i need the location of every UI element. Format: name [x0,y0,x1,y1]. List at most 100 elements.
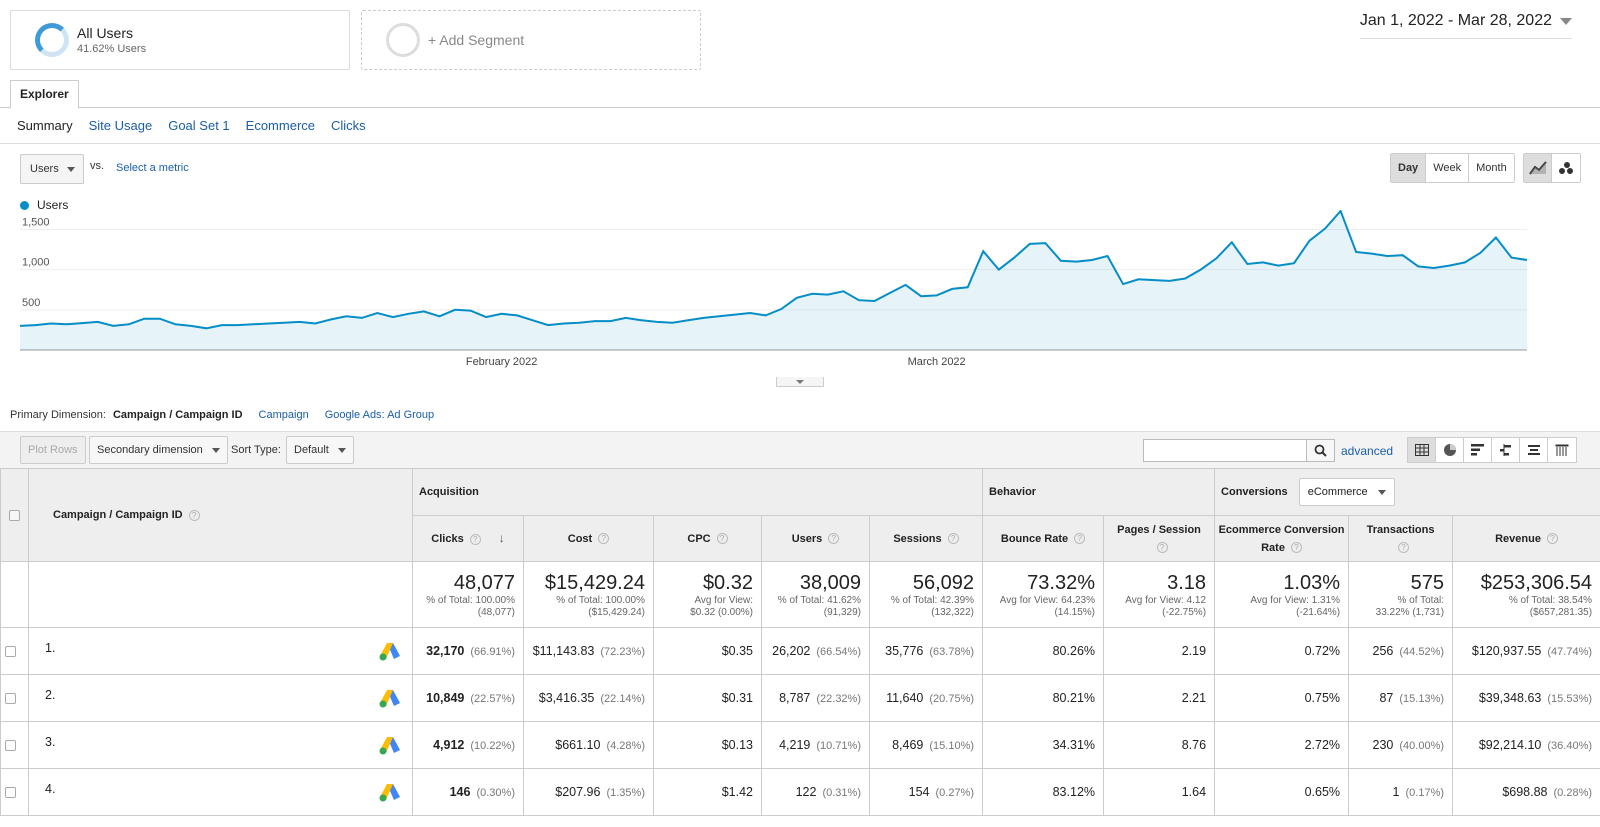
help-icon[interactable]: ? [598,533,610,545]
row-dimension-cell: 1. [28,627,413,675]
row-checkbox[interactable] [5,786,16,798]
performance-view-icon[interactable] [1464,438,1492,462]
select-metric-link[interactable]: Select a metric [116,162,189,174]
google-ads-icon [379,690,400,708]
conversions-dropdown[interactable]: eCommerce [1298,478,1395,506]
sort-down-icon: ↓ [498,531,505,545]
row-revenue: $92,214.10 (36.40%) [1452,721,1600,769]
total-cost: $15,429.24% of Total: 100.00% ($15,429.24… [523,561,654,628]
primary-dimension-bar: Primary Dimension: Campaign / Campaign I… [10,409,434,421]
row-transactions: 1 (0.17%) [1348,768,1454,816]
row-clicks: 4,912 (10.22%) [412,721,524,769]
subtab-site-usage[interactable]: Site Usage [88,118,153,133]
pivot-view-icon[interactable] [1548,438,1576,462]
users-line-chart[interactable]: 500 1,000 1,500 February 2022 March 2022 [0,210,1550,375]
line-chart-icon[interactable] [1524,154,1552,182]
row-checkbox[interactable] [5,645,16,657]
subtab-clicks[interactable]: Clicks [331,118,366,133]
motion-chart-icon[interactable] [1552,154,1580,182]
row-pages-session: 2.21 [1103,674,1216,722]
add-segment-button[interactable]: + Add Segment [361,10,701,70]
table-search-input[interactable] [1143,439,1307,462]
col-users[interactable]: Users? [761,515,870,562]
row-bounce-rate: 80.21% [982,674,1105,722]
row-revenue: $698.88 (0.28%) [1452,768,1600,816]
x-tick-label: March 2022 [908,356,966,368]
empty-segment-icon [386,23,420,57]
help-icon[interactable]: ? [828,533,840,545]
chart-collapse-toggle[interactable] [776,377,824,387]
row-bounce-rate: 83.12% [982,768,1105,816]
comparison-view-icon[interactable] [1492,438,1520,462]
dimension-header[interactable]: Campaign / Campaign ID? [28,468,413,562]
chevron-down-icon [1377,489,1386,495]
tab-explorer[interactable]: Explorer [10,80,79,109]
col-sessions[interactable]: Sessions? [868,515,984,562]
row-transactions: 230 (40.00%) [1348,721,1454,769]
date-range-picker[interactable]: Jan 1, 2022 - Mar 28, 2022 [1359,12,1572,39]
google-ads-icon [379,643,400,661]
help-icon[interactable]: ? [1156,542,1168,554]
y-tick-label: 1,500 [22,216,50,228]
totals-row: 48,077% of Total: 100.00% (48,077) $15,42… [0,561,1600,628]
secondary-dimension-dropdown[interactable]: Secondary dimension [89,436,228,464]
row-dimension-cell: 3. [28,721,413,769]
segment-all-users[interactable]: All Users 41.62% Users [10,10,350,70]
col-ecommerce-conversion-rate[interactable]: Ecommerce Conversion Rate? [1214,515,1350,562]
report-table: Campaign / Campaign ID? Acquisition Beha… [0,468,1600,816]
help-icon[interactable]: ? [716,533,728,545]
advanced-filter-link[interactable]: advanced [1341,444,1394,458]
y-tick-label: 500 [22,297,40,309]
period-month-button[interactable]: Month [1469,154,1514,182]
dimension-campaign-id[interactable]: Campaign / Campaign ID [112,409,243,421]
data-table-view-icon[interactable] [1408,438,1436,462]
help-icon[interactable]: ? [188,509,200,521]
col-transactions[interactable]: Transactions? [1348,515,1454,562]
col-revenue[interactable]: Revenue? [1452,515,1600,562]
total-sessions: 56,092% of Total: 42.39% (132,322) [868,561,984,628]
search-button[interactable] [1306,439,1335,462]
help-icon[interactable]: ? [469,533,481,545]
help-icon[interactable]: ? [1074,533,1086,545]
row-checkbox[interactable] [5,739,16,751]
subtab-goal-set-1[interactable]: Goal Set 1 [168,118,230,133]
term-cloud-view-icon[interactable] [1520,438,1548,462]
select-all-checkbox[interactable] [9,509,20,521]
sort-type-dropdown[interactable]: Default [286,436,354,464]
col-cpc[interactable]: CPC? [653,515,762,562]
dimension-campaign[interactable]: Campaign [258,409,309,421]
row-clicks: 146 (0.30%) [412,768,524,816]
chart-type-toggle [1523,153,1581,183]
col-bounce-rate[interactable]: Bounce Rate? [982,515,1105,562]
row-transactions: 87 (15.13%) [1348,674,1454,722]
search-icon [1314,444,1327,457]
help-icon[interactable]: ? [1290,542,1302,554]
plot-rows-button[interactable]: Plot Rows [20,436,86,464]
help-icon[interactable]: ? [1398,542,1410,554]
subtab-ecommerce[interactable]: Ecommerce [245,118,316,133]
help-icon[interactable]: ? [947,533,959,545]
period-day-button[interactable]: Day [1391,154,1427,182]
pie-view-icon[interactable] [1436,438,1464,462]
sort-type-label: Sort Type: [231,444,281,456]
dimension-google-ads-ad-group[interactable]: Google Ads: Ad Group [324,409,435,421]
metric-dropdown[interactable]: Users [20,154,84,184]
col-cost[interactable]: Cost? [523,515,654,562]
help-icon[interactable]: ? [1546,533,1558,545]
col-clicks[interactable]: Clicks? ↓ [412,515,524,562]
subtab-summary[interactable]: Summary [17,118,73,133]
table-row: 3. 4,912 (10.22%) $661.10 (4.28%) $0.13 4,… [0,721,1600,769]
chevron-down-icon [1560,17,1572,25]
col-pages-session[interactable]: Pages / Session? [1103,515,1216,562]
table-row: 4. 146 (0.30%) $207.96 (1.35%) $1.42 122 (0… [0,768,1600,816]
row-cpc: $0.31 [653,674,762,722]
row-pages-session: 2.19 [1103,627,1216,675]
total-cpc: $0.32 Avg for View: $0.32 (0.00%) [653,561,762,628]
chevron-down-icon [796,379,804,384]
row-users: 122 (0.31%) [761,768,870,816]
row-cost: $11,143.83 (72.23%) [523,627,654,675]
total-revenue: $253,306.54% of Total: 38.54% ($657,281.3… [1452,561,1600,628]
period-week-button[interactable]: Week [1426,154,1470,182]
row-checkbox[interactable] [5,692,16,704]
chevron-down-icon [337,447,346,453]
